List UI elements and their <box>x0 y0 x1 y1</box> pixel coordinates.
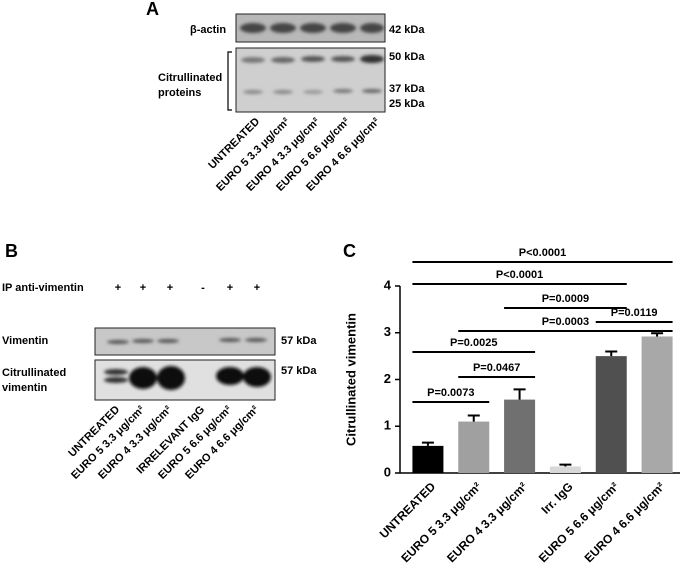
y-tick-label: 0 <box>384 464 391 479</box>
panel-letter: C <box>343 241 356 261</box>
p-value: P=0.0119 <box>611 307 658 319</box>
ip-sign: + <box>227 282 233 294</box>
ip-sign: + <box>254 282 260 294</box>
error-bar <box>559 463 572 467</box>
ip-sign: + <box>140 282 146 294</box>
error-bar <box>605 350 618 357</box>
row-label: Citrullinated <box>2 367 66 379</box>
p-value: P<0.0001 <box>496 269 543 281</box>
panel-letter: A <box>146 0 159 19</box>
p-value: P=0.0003 <box>542 316 589 328</box>
size-marker: 25 kDa <box>389 98 425 110</box>
y-tick-label: 3 <box>384 324 391 339</box>
size-marker: 50 kDa <box>389 51 425 63</box>
lane-label: UNTREATED <box>206 116 262 172</box>
panel-letter: B <box>5 241 18 261</box>
error-bar <box>421 441 434 446</box>
row-label: β-actin <box>190 24 226 36</box>
y-axis-label: Citrullinated vimentin <box>343 313 358 446</box>
y-tick-label: 2 <box>384 371 391 386</box>
x-tick-label: EURO 4 6.6 μg/cm² <box>582 479 668 565</box>
x-tick-label: EURO 5 6.6 μg/cm² <box>536 479 622 565</box>
blot-b <box>94 327 276 401</box>
ip-sign: - <box>201 282 205 294</box>
p-value: P<0.0001 <box>519 247 566 259</box>
bar <box>504 399 536 473</box>
p-value: P=0.0025 <box>450 337 497 349</box>
bracket <box>227 51 232 111</box>
bar <box>595 356 627 473</box>
blot-a <box>227 13 386 113</box>
y-tick-label: 1 <box>384 418 391 433</box>
x-tick-label: Irr. IgG <box>539 479 576 516</box>
size-marker: 42 kDa <box>389 24 425 36</box>
error-bar <box>467 414 480 422</box>
ip-sign: + <box>115 282 121 294</box>
row-label: vimentin <box>2 382 48 394</box>
row-label: Citrullinated <box>158 72 222 84</box>
row-label: Vimentin <box>2 335 49 347</box>
error-bar <box>651 332 664 337</box>
size-marker: 57 kDa <box>281 365 317 377</box>
ip-sign: + <box>167 282 173 294</box>
error-bar <box>513 388 526 400</box>
p-value: P=0.0009 <box>542 293 589 305</box>
p-value: P=0.0073 <box>427 387 474 399</box>
bar <box>458 421 490 473</box>
x-tick-label: EURO 4 3.3 μg/cm² <box>444 479 530 565</box>
row-label: proteins <box>158 87 201 99</box>
p-value: P=0.0467 <box>473 362 520 374</box>
bar <box>549 466 581 473</box>
bar <box>641 336 673 473</box>
y-tick-label: 4 <box>384 277 392 292</box>
x-tick-label: EURO 5 3.3 μg/cm² <box>398 479 484 565</box>
ip-label: IP anti-vimentin <box>2 282 84 294</box>
size-marker: 57 kDa <box>281 335 317 347</box>
size-marker: 37 kDa <box>389 83 425 95</box>
bar <box>412 445 444 473</box>
